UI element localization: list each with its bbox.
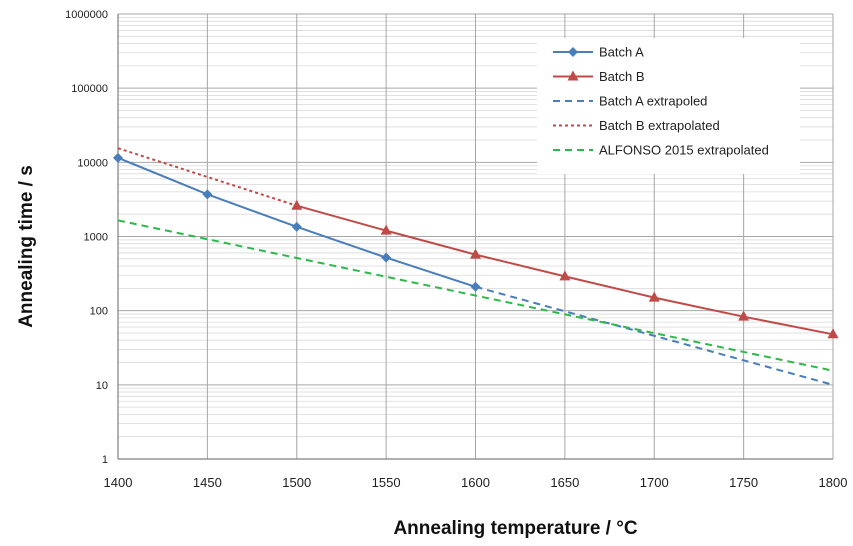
x-tick-label: 1600 xyxy=(461,475,490,490)
data-point-diamond xyxy=(113,152,123,163)
x-tick-label: 1400 xyxy=(104,475,133,490)
y-tick-label: 1000 xyxy=(84,232,108,244)
y-tick-label: 1 xyxy=(102,454,108,466)
x-tick-label: 1450 xyxy=(193,475,222,490)
data-point-diamond xyxy=(291,221,302,232)
legend-entry: Batch A extrapoled xyxy=(553,94,707,109)
data-point-triangle xyxy=(738,310,750,321)
legend-entry: Batch B extrapolated xyxy=(553,118,720,133)
x-tick-label: 1750 xyxy=(729,475,758,490)
series-alfonso-2015-extrapolated xyxy=(117,219,834,372)
legend-box xyxy=(537,38,800,174)
y-tick-label: 10 xyxy=(96,380,108,392)
legend-entry: Batch B xyxy=(553,69,645,84)
data-point-diamond xyxy=(202,189,213,200)
data-point-diamond xyxy=(381,252,392,263)
x-axis-title: Annealing temperature / °C xyxy=(393,518,637,539)
y-axis-title: Annealing time / s xyxy=(16,165,37,328)
legend: Batch A Batch B Batch A extrapoled Batch B … xyxy=(537,38,800,174)
axes: 1400 1450 1500 1550 1600 1650 1700 1750 1800 1 10 1… xyxy=(65,9,847,490)
series-lines xyxy=(113,147,839,386)
legend-label: Batch A xyxy=(599,45,644,60)
series-line xyxy=(117,219,834,372)
legend-entry: ALFONSO 2015 extrapolated xyxy=(553,143,769,158)
y-tick-label: 100000 xyxy=(71,83,108,95)
x-tick-label: 1700 xyxy=(640,475,669,490)
legend-entry: Batch A xyxy=(553,45,644,60)
legend-label: Batch B extrapolated xyxy=(599,118,720,133)
data-point-triangle xyxy=(827,328,839,339)
series-batch-a-extrapoled xyxy=(475,285,834,386)
x-tick-label: 1550 xyxy=(372,475,401,490)
series-batch-b-extrapolated xyxy=(117,147,298,207)
legend-label: Batch B xyxy=(599,69,645,84)
series-line xyxy=(475,285,834,386)
data-point-triangle xyxy=(559,270,571,281)
data-point-triangle xyxy=(380,224,392,235)
y-tick-label: 100 xyxy=(90,306,108,318)
data-point-triangle xyxy=(648,291,660,302)
y-tick-label: 10000 xyxy=(77,157,108,169)
data-point-triangle xyxy=(470,248,481,259)
legend-label: Batch A extrapoled xyxy=(599,94,707,109)
data-point-triangle xyxy=(567,70,579,81)
x-tick-label: 1650 xyxy=(550,475,579,490)
series-line xyxy=(117,147,298,207)
series-batch-b xyxy=(291,199,839,339)
x-tick-label: 1500 xyxy=(282,475,311,490)
y-tick-label: 1000000 xyxy=(65,9,108,21)
legend-label: ALFONSO 2015 extrapolated xyxy=(599,143,769,158)
series-batch-a xyxy=(113,152,481,292)
data-point-diamond xyxy=(568,47,578,57)
x-tick-label: 1800 xyxy=(819,475,848,490)
